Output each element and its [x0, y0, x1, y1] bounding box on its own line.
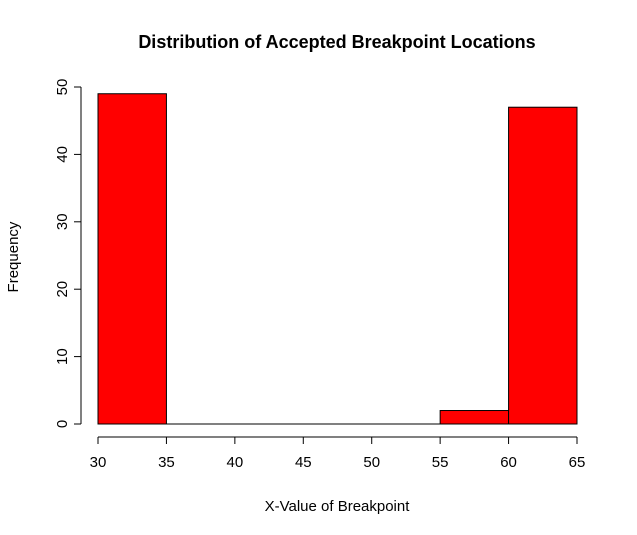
x-axis-label: X-Value of Breakpoint: [265, 498, 411, 515]
x-tick-label: 30: [90, 454, 107, 471]
histogram-bar: [97, 93, 167, 425]
x-tick-label: 65: [569, 454, 586, 471]
x-axis: 30 35 40 45 50 55 60 65: [90, 436, 586, 471]
histogram-bar: [508, 106, 578, 425]
y-axis: 0 10 20 30 40 50: [54, 79, 82, 428]
x-tick-label: 45: [295, 454, 312, 471]
histogram-bar: [439, 410, 510, 425]
y-tick-label: 50: [54, 79, 71, 96]
y-tick-label: 20: [54, 281, 71, 298]
x-tick-label: 35: [158, 454, 175, 471]
y-tick-label: 10: [54, 348, 71, 365]
y-tick-label: 40: [54, 146, 71, 163]
bars-group: [97, 93, 578, 425]
x-tick-label: 40: [227, 454, 244, 471]
x-tick-label: 60: [500, 454, 517, 471]
chart-title: Distribution of Accepted Breakpoint Loca…: [138, 32, 535, 52]
y-tick-label: 0: [54, 420, 71, 428]
y-tick-label: 30: [54, 213, 71, 230]
y-axis-label: Frequency: [5, 221, 22, 292]
x-tick-label: 50: [363, 454, 380, 471]
x-tick-label: 55: [432, 454, 449, 471]
